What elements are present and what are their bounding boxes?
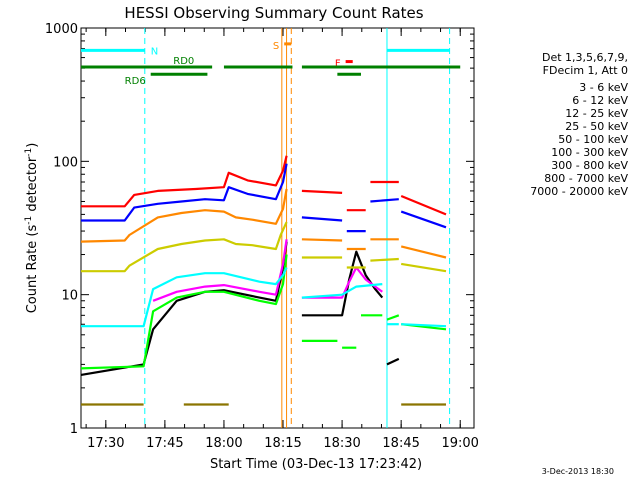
x-tick-label: 17:30 <box>87 436 124 451</box>
series-line <box>81 267 288 328</box>
x-tick-label: 18:15 <box>264 436 301 451</box>
y-label-mid: detector <box>25 156 40 216</box>
plot-area: 1 10 100 1000 17:30 17:45 18:00 18:15 18:30 18:45… <box>45 22 479 451</box>
y-label-sup2: -1 <box>24 148 34 157</box>
legend-header: Det 1,3,5,6,7,9, <box>542 51 628 64</box>
plot-frame <box>80 27 475 429</box>
series-line <box>400 210 447 229</box>
chart-title: HESSI Observing Summary Count Rates <box>124 4 423 22</box>
legend-entry: 6 - 12 keV <box>572 94 628 107</box>
legend: Det 1,3,5,6,7,9,FDecim 1, Att 0 3 - 6 keV… <box>530 51 628 198</box>
series-line <box>386 357 400 366</box>
legend-entry: 3 - 6 keV <box>579 81 628 94</box>
series-line <box>370 257 399 262</box>
series-line <box>386 314 400 321</box>
series-line <box>400 245 447 259</box>
x-tick-label: 17:45 <box>146 436 183 451</box>
series-line <box>152 239 288 302</box>
flag-label: S <box>273 41 279 52</box>
legend-entry: 800 - 7000 keV <box>544 172 628 185</box>
series-line <box>81 163 288 222</box>
x-tick-label: 18:30 <box>323 436 360 451</box>
legend-entry: 12 - 25 keV <box>565 107 628 120</box>
legend-entry: 50 - 100 keV <box>558 133 628 146</box>
y-tick-label: 100 <box>53 155 78 170</box>
legend-entry: 100 - 300 keV <box>551 146 628 159</box>
flag-label: N <box>151 46 158 57</box>
series-line <box>301 216 343 222</box>
series-line <box>401 323 447 328</box>
series-line <box>301 283 383 299</box>
legend-entry: 7000 - 20000 keV <box>530 185 628 198</box>
series-line <box>80 254 288 370</box>
x-tick-label: 19:00 <box>441 436 478 451</box>
legend-entry: 300 - 800 keV <box>551 159 628 172</box>
y-tick-label: 1 <box>70 422 78 437</box>
y-label-main: Count Rate (s <box>25 225 40 314</box>
flag-label: F <box>335 59 341 70</box>
series-line <box>80 188 288 243</box>
y-axis-label: Count Rate (s-1 detector-1) <box>24 143 40 314</box>
legend-header: FDecim 1, Att 0 <box>543 64 628 77</box>
series-line <box>370 198 399 203</box>
series-line <box>81 221 288 273</box>
y-tick-label: 1000 <box>45 22 78 37</box>
series-line <box>301 250 384 317</box>
series-line <box>401 262 447 273</box>
x-tick-label: 18:00 <box>205 436 242 451</box>
y-label-end: ) <box>25 143 40 148</box>
series-line <box>301 238 343 242</box>
flag-label: RD0 <box>173 56 194 67</box>
footer-date: 3-Dec-2013 18:30 <box>542 467 614 476</box>
series-line <box>400 194 447 216</box>
flag-label: RD6 <box>125 76 146 87</box>
y-tick-label: 10 <box>61 289 78 304</box>
series-line <box>301 189 343 194</box>
y-label-sup1: -1 <box>24 216 34 225</box>
legend-entry: 25 - 50 keV <box>565 120 628 133</box>
series-line <box>81 155 288 208</box>
x-tick-label: 18:45 <box>382 436 419 451</box>
x-axis-label: Start Time (03-Dec-13 17:23:42) <box>210 457 422 472</box>
